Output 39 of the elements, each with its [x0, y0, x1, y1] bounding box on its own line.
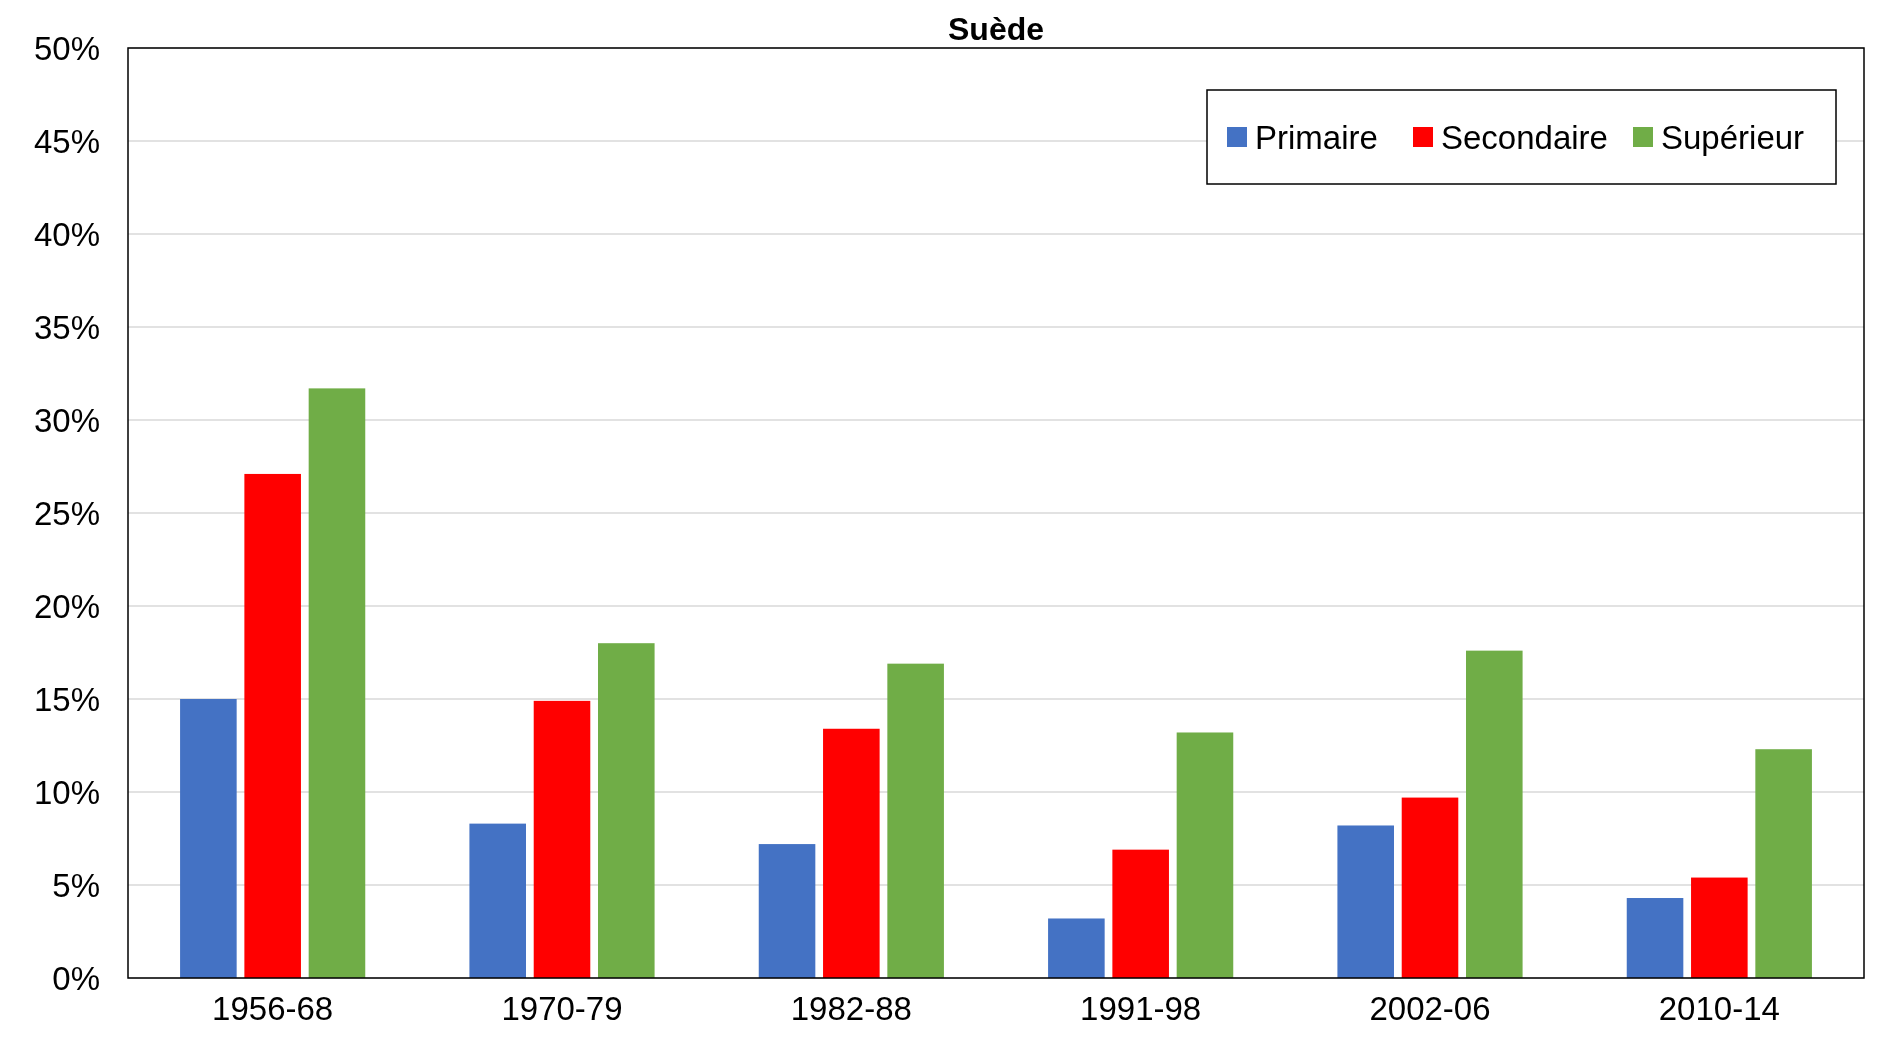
legend-label: Secondaire: [1441, 118, 1608, 156]
bar: [1755, 749, 1812, 978]
bar: [1112, 849, 1169, 978]
bar: [758, 844, 816, 978]
legend-label: Primaire: [1255, 118, 1378, 156]
y-tick-label: 15%: [33, 680, 100, 718]
y-tick-label: 20%: [33, 587, 100, 625]
bar: [180, 699, 237, 978]
x-tick-label: 2002-06: [1369, 990, 1491, 1027]
y-tick-label: 45%: [33, 122, 100, 160]
bar: [308, 388, 366, 978]
bar: [1466, 650, 1523, 978]
y-tick-label: 10%: [33, 773, 100, 811]
bar: [1401, 797, 1459, 978]
y-tick-label: 50%: [33, 29, 100, 67]
y-tick-label: 30%: [33, 401, 100, 439]
bar: [1691, 877, 1748, 978]
y-tick-label: 25%: [33, 494, 100, 532]
x-tick-label: 1982-88: [790, 990, 912, 1027]
bar: [244, 473, 301, 978]
x-tick-label: 1991-98: [1080, 990, 1202, 1027]
bar: [1176, 732, 1234, 978]
y-tick-label: 0%: [52, 959, 100, 997]
bar: [1048, 918, 1105, 978]
bar: [887, 663, 944, 978]
legend-label: Supérieur: [1661, 118, 1805, 156]
y-tick-label: 40%: [33, 215, 100, 253]
y-tick-label: 5%: [52, 866, 100, 904]
bar: [469, 823, 526, 978]
bar: [533, 700, 591, 978]
x-tick-label: 2010-14: [1658, 990, 1780, 1027]
bar: [1337, 825, 1394, 978]
x-tick-label: 1956-68: [212, 990, 334, 1027]
bar: [1626, 898, 1684, 978]
x-tick-label: 1970-79: [501, 990, 623, 1027]
bar: [598, 643, 655, 978]
y-tick-label: 35%: [33, 308, 100, 346]
chart-title: Suède: [947, 11, 1045, 47]
bar: [823, 728, 880, 978]
